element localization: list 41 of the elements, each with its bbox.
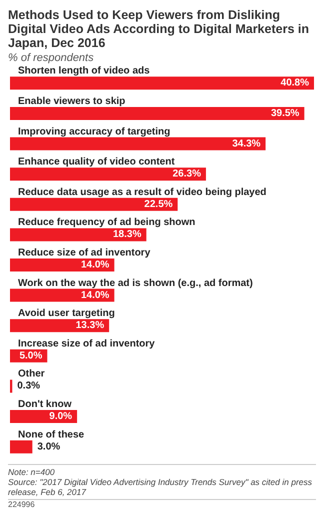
data-label: 34.3% xyxy=(232,138,261,150)
y-tick-label: Other xyxy=(18,368,45,380)
y-tick-label: Enable viewers to skip xyxy=(18,96,126,107)
bar xyxy=(10,228,146,242)
y-tick-label: Increase size of ad inventory xyxy=(18,338,156,350)
data-label: 5.0% xyxy=(19,350,42,362)
data-label: 3.0% xyxy=(37,441,60,452)
data-label: 14.0% xyxy=(80,290,110,301)
text: 224996 xyxy=(8,500,316,509)
bar xyxy=(10,440,32,454)
text: Note: n=400 xyxy=(8,467,56,477)
chart-title: Methods Used to Keep Viewers from Disliking Digital Video Ads According to Digital Marketers in Japan, Dec 2016 xyxy=(8,8,310,50)
data-label: 0.3% xyxy=(17,380,40,392)
data-label: 22.5% xyxy=(144,198,173,210)
y-tick-label: Reduce data usage as a result of video being played xyxy=(18,186,266,198)
bar xyxy=(10,137,266,150)
y-tick-label: Work on the way the ad is shown (e.g., ad format) xyxy=(18,278,253,289)
chart-subtitle: % of respondents xyxy=(8,52,95,64)
y-tick-label: Reduce frequency of ad being shown xyxy=(18,217,196,228)
bar xyxy=(10,198,178,211)
data-label: 9.0% xyxy=(49,411,72,422)
bar xyxy=(10,288,114,302)
data-label: 39.5% xyxy=(270,108,300,119)
y-tick-label: Enhance quality of video content xyxy=(18,156,176,168)
bar xyxy=(10,168,206,181)
y-tick-label: Shorten length of video ads xyxy=(18,66,150,77)
data-label: 26.3% xyxy=(172,168,202,180)
data-label: 18.3% xyxy=(112,229,142,240)
y-tick-label: Avoid user targeting xyxy=(18,308,115,320)
data-label: 13.3% xyxy=(76,320,104,332)
y-tick-label: Don't know xyxy=(18,399,72,410)
y-tick-label: Improving accuracy of targeting xyxy=(18,126,170,138)
source-note: Source: "2017 Digital Video Advertising Industry Trends Survey" as cited in press release, Feb 6, 2017 xyxy=(8,477,313,497)
y-tick-label: Reduce size of ad inventory xyxy=(18,248,151,258)
data-label: 14.0% xyxy=(80,260,110,270)
bar xyxy=(10,258,114,272)
bar xyxy=(10,76,314,90)
data-label: 40.8% xyxy=(280,78,310,89)
bar xyxy=(10,106,304,120)
y-tick-label: None of these xyxy=(18,429,85,440)
bar xyxy=(10,319,110,332)
